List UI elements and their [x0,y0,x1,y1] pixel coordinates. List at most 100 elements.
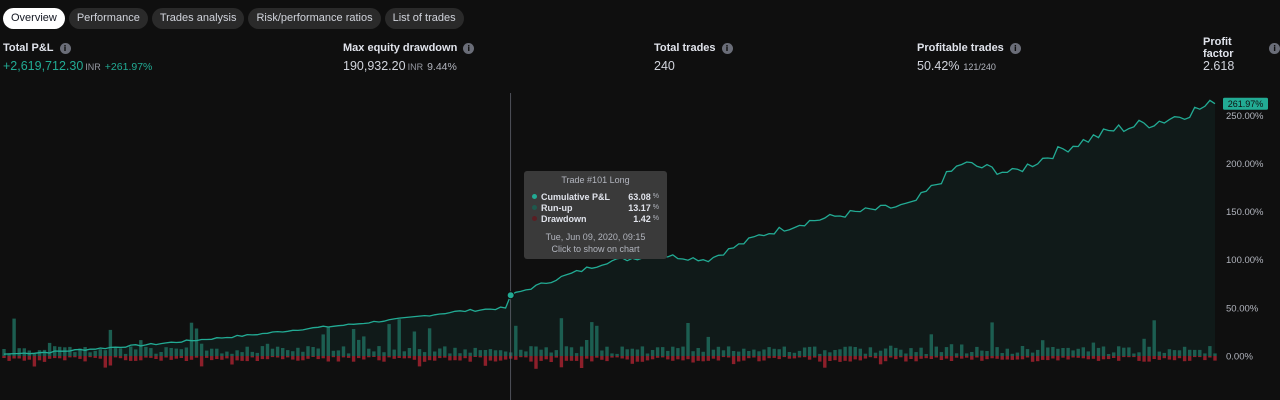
info-icon[interactable]: i [59,42,71,54]
runup-bar [88,352,92,356]
runup-bar [306,346,310,356]
runup-bar [514,325,518,356]
drawdown-bar [1081,356,1085,359]
drawdown-bar [716,356,721,361]
runup-bar [1046,347,1050,356]
drawdown-bar [1122,356,1126,358]
runup-bar [184,347,189,356]
drawdown-bar [519,356,523,358]
drawdown-bar [944,356,949,359]
runup-bar [1041,340,1045,356]
runup-bar [275,346,280,356]
runup-bar [498,350,503,356]
runup-bar [1101,346,1106,356]
drawdown-bar [438,356,442,359]
runup-bar [422,352,427,356]
runup-bar [478,350,482,356]
runup-bar [666,350,670,356]
tooltip-value: 63.08 [628,191,651,202]
drawdown-bar [975,356,979,358]
runup-bar [311,347,315,356]
info-icon[interactable]: i [1009,42,1021,54]
drawdown-bar [737,356,741,362]
drawdown-bar [336,356,341,362]
drawdown-bar [402,356,406,359]
runup-bar [934,346,938,356]
drawdown-bar [387,356,391,358]
drawdown-bar [422,356,427,362]
tab-list-of-trades[interactable]: List of trades [384,8,464,29]
runup-bar [134,349,138,356]
drawdown-bar [752,356,756,358]
runup-bar [711,349,716,356]
runup-bar [782,346,786,356]
runup-bar [1122,347,1126,356]
runup-bar [615,353,619,356]
runup-bar [1208,346,1212,356]
runup-bar [250,351,254,356]
runup-bar [468,352,472,356]
runup-bar [448,353,452,356]
drawdown-bar [443,356,447,358]
runup-bar [655,347,660,356]
drawdown-bar [1172,356,1177,361]
tab-trades-analysis[interactable]: Trades analysis [151,8,245,29]
drawdown-bar [179,356,183,358]
drawdown-bar [838,356,842,362]
runup-bar [529,346,533,356]
drawdown-bar [726,356,731,358]
drawdown-bar [934,356,938,358]
runup-bar [291,351,295,356]
drawdown-bar [316,356,320,360]
runup-bar [286,350,290,356]
runup-bar [569,347,574,356]
tab-risk-performance-ratios[interactable]: Risk/performance ratios [248,8,381,29]
trade-tooltip[interactable]: Trade #101 Long Cumulative P&L 63.08% Ru… [524,171,667,259]
drawdown-bar [686,356,690,360]
runup-bar [919,347,923,356]
runup-bar [397,319,401,356]
runup-bar [949,344,954,356]
runup-bar [889,345,893,356]
runup-bar [1076,348,1080,356]
drawdown-bar [960,356,964,359]
drawdown-bar [843,356,847,361]
drawdown-bar [291,356,295,360]
runup-bar [590,322,594,356]
runup-bar [534,346,538,356]
drawdown-bar [904,356,908,362]
drawdown-bar [742,356,746,361]
drawdown-bar [1036,356,1040,362]
runup-bar [458,353,462,356]
drawdown-bar [767,356,771,359]
runup-bar [1071,350,1075,356]
drawdown-bar [235,356,239,361]
drawdown-bar [534,356,538,369]
y-axis-label: 100.00% [1226,255,1264,266]
runup-bar [47,342,52,356]
runup-bar [346,353,351,356]
info-icon[interactable]: i [1269,42,1280,54]
tab-overview[interactable]: Overview [3,8,65,29]
drawdown-bar [174,356,178,359]
tab-performance[interactable]: Performance [68,8,148,29]
drawdown-bar [169,356,173,360]
info-icon[interactable]: i [721,42,733,54]
runup-bar [802,347,807,356]
equity-chart[interactable]: 250.00% 200.00% 150.00% 100.00% 50.00% 0.00% 2… [0,85,1280,400]
runup-bar [265,343,270,356]
runup-bar [848,346,852,356]
stat-value: 240 [654,59,675,73]
runup-bar [1081,347,1085,356]
drawdown-bar [807,356,812,360]
runup-bar [1066,347,1070,356]
drawdown-bar [1193,356,1197,358]
runup-bar [205,350,209,356]
runup-bar [640,346,645,356]
runup-bar [296,347,300,356]
runup-bar [98,349,102,356]
info-icon[interactable]: i [463,42,475,54]
runup-bar [1117,346,1121,356]
runup-bar [377,346,381,356]
drawdown-bar [711,356,716,359]
